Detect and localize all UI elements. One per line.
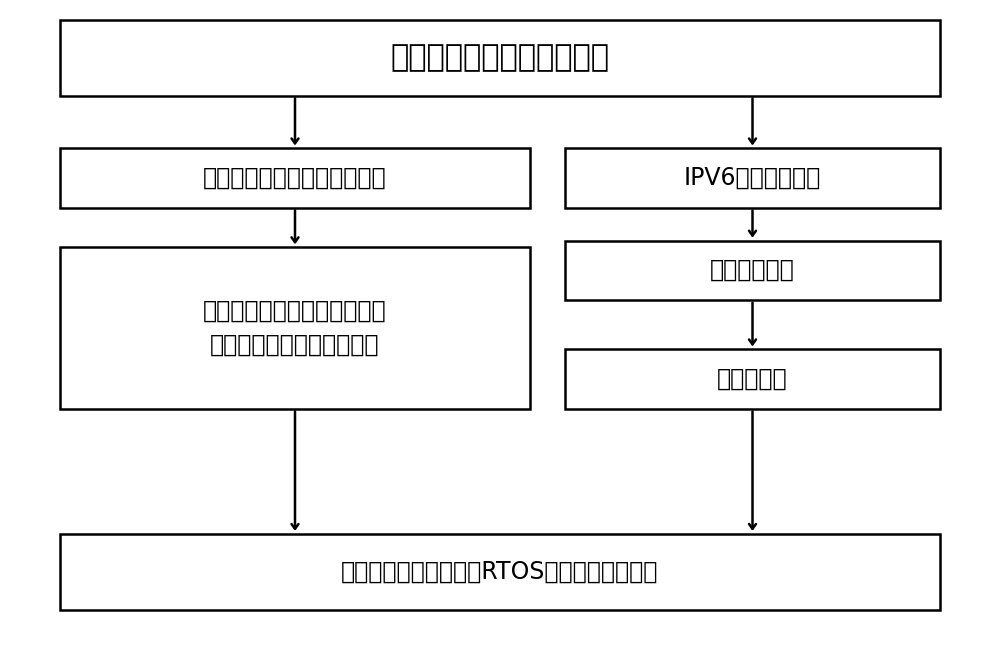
Text: IPV6资源映射模块: IPV6资源映射模块 [684,166,821,190]
Bar [60,148,530,208]
Bar [565,349,940,409]
Text: 语义信息模型: 语义信息模型 [710,258,795,282]
Text: 通信协议栈: 通信协议栈 [717,367,788,391]
Bar [60,247,530,409]
Bar [60,534,940,610]
Text: 功能块壳（包含可以调度配置
功能块的功能块库及应用）: 功能块壳（包含可以调度配置 功能块的功能块库及应用） [203,299,387,357]
Text: 嵌入式实时操作系统（RTOS）及硬件驱动接口: 嵌入式实时操作系统（RTOS）及硬件驱动接口 [341,559,659,584]
Text: 二线制以太网数据通信模块: 二线制以太网数据通信模块 [390,43,610,72]
Text: 实时数据处理与历史数据存储: 实时数据处理与历史数据存储 [203,166,387,190]
Bar [565,148,940,208]
Bar [565,241,940,300]
Bar [60,20,940,96]
